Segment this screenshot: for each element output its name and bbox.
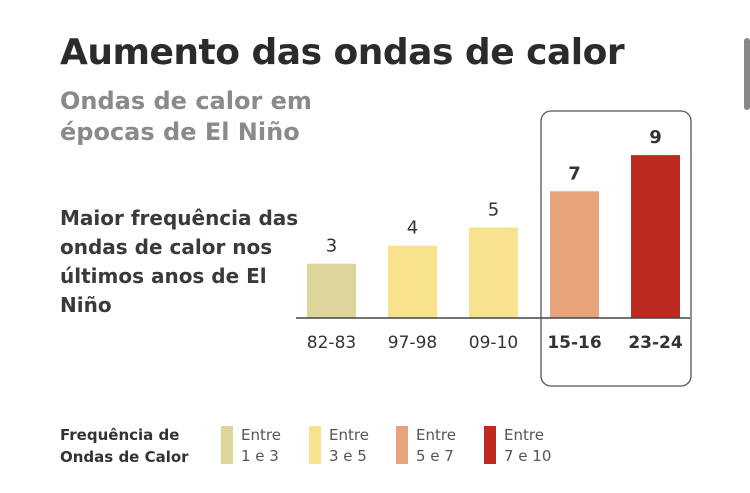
legend-label-line1: Entre (504, 426, 544, 444)
bar-97-98 (388, 245, 437, 318)
legend-label: Entre 5 e 7 (416, 425, 486, 467)
legend-label-line1: Entre (329, 426, 369, 444)
bar-15-16 (550, 191, 599, 318)
value-label-82-83: 3 (326, 236, 337, 257)
scrollbar[interactable] (744, 38, 750, 110)
bar-23-24 (631, 155, 680, 318)
category-label-15-16: 15-16 (547, 333, 601, 353)
bar-09-10 (469, 227, 518, 318)
legend-label-line2: 5 e 7 (416, 447, 454, 465)
value-label-97-98: 4 (407, 218, 418, 239)
category-label-09-10: 09-10 (469, 333, 518, 353)
value-label-09-10: 5 (488, 200, 499, 221)
legend-swatch (396, 426, 408, 464)
category-label-23-24: 23-24 (628, 333, 683, 353)
legend-swatch (221, 426, 233, 464)
legend-swatch (484, 426, 496, 464)
value-label-15-16: 7 (568, 163, 581, 184)
legend-label-line1: Entre (241, 426, 281, 444)
category-label-82-83: 82-83 (307, 333, 356, 353)
legend-swatch (309, 426, 321, 464)
highlight-box (540, 110, 692, 387)
chart-subtitle: Ondas de calor em épocas de El Niño (60, 87, 312, 146)
category-label-97-98: 97-98 (388, 333, 437, 353)
legend-label: Entre 3 e 5 (329, 425, 399, 467)
chart-description: Maior frequência das ondas de calor nos … (60, 206, 299, 317)
legend-label-line2: 7 e 10 (504, 447, 552, 465)
chart-title: Aumento das ondas de calor (60, 32, 625, 73)
legend-label-line2: 3 e 5 (329, 447, 367, 465)
legend-label: Entre 7 e 10 (504, 425, 574, 467)
legend-label-line1: Entre (416, 426, 456, 444)
legend-title: Frequência de Ondas de Calor (60, 426, 189, 466)
legend-label-line2: 1 e 3 (241, 447, 279, 465)
bar-82-83 (307, 263, 356, 318)
legend-label: Entre 1 e 3 (241, 425, 311, 467)
value-label-23-24: 9 (649, 127, 662, 148)
